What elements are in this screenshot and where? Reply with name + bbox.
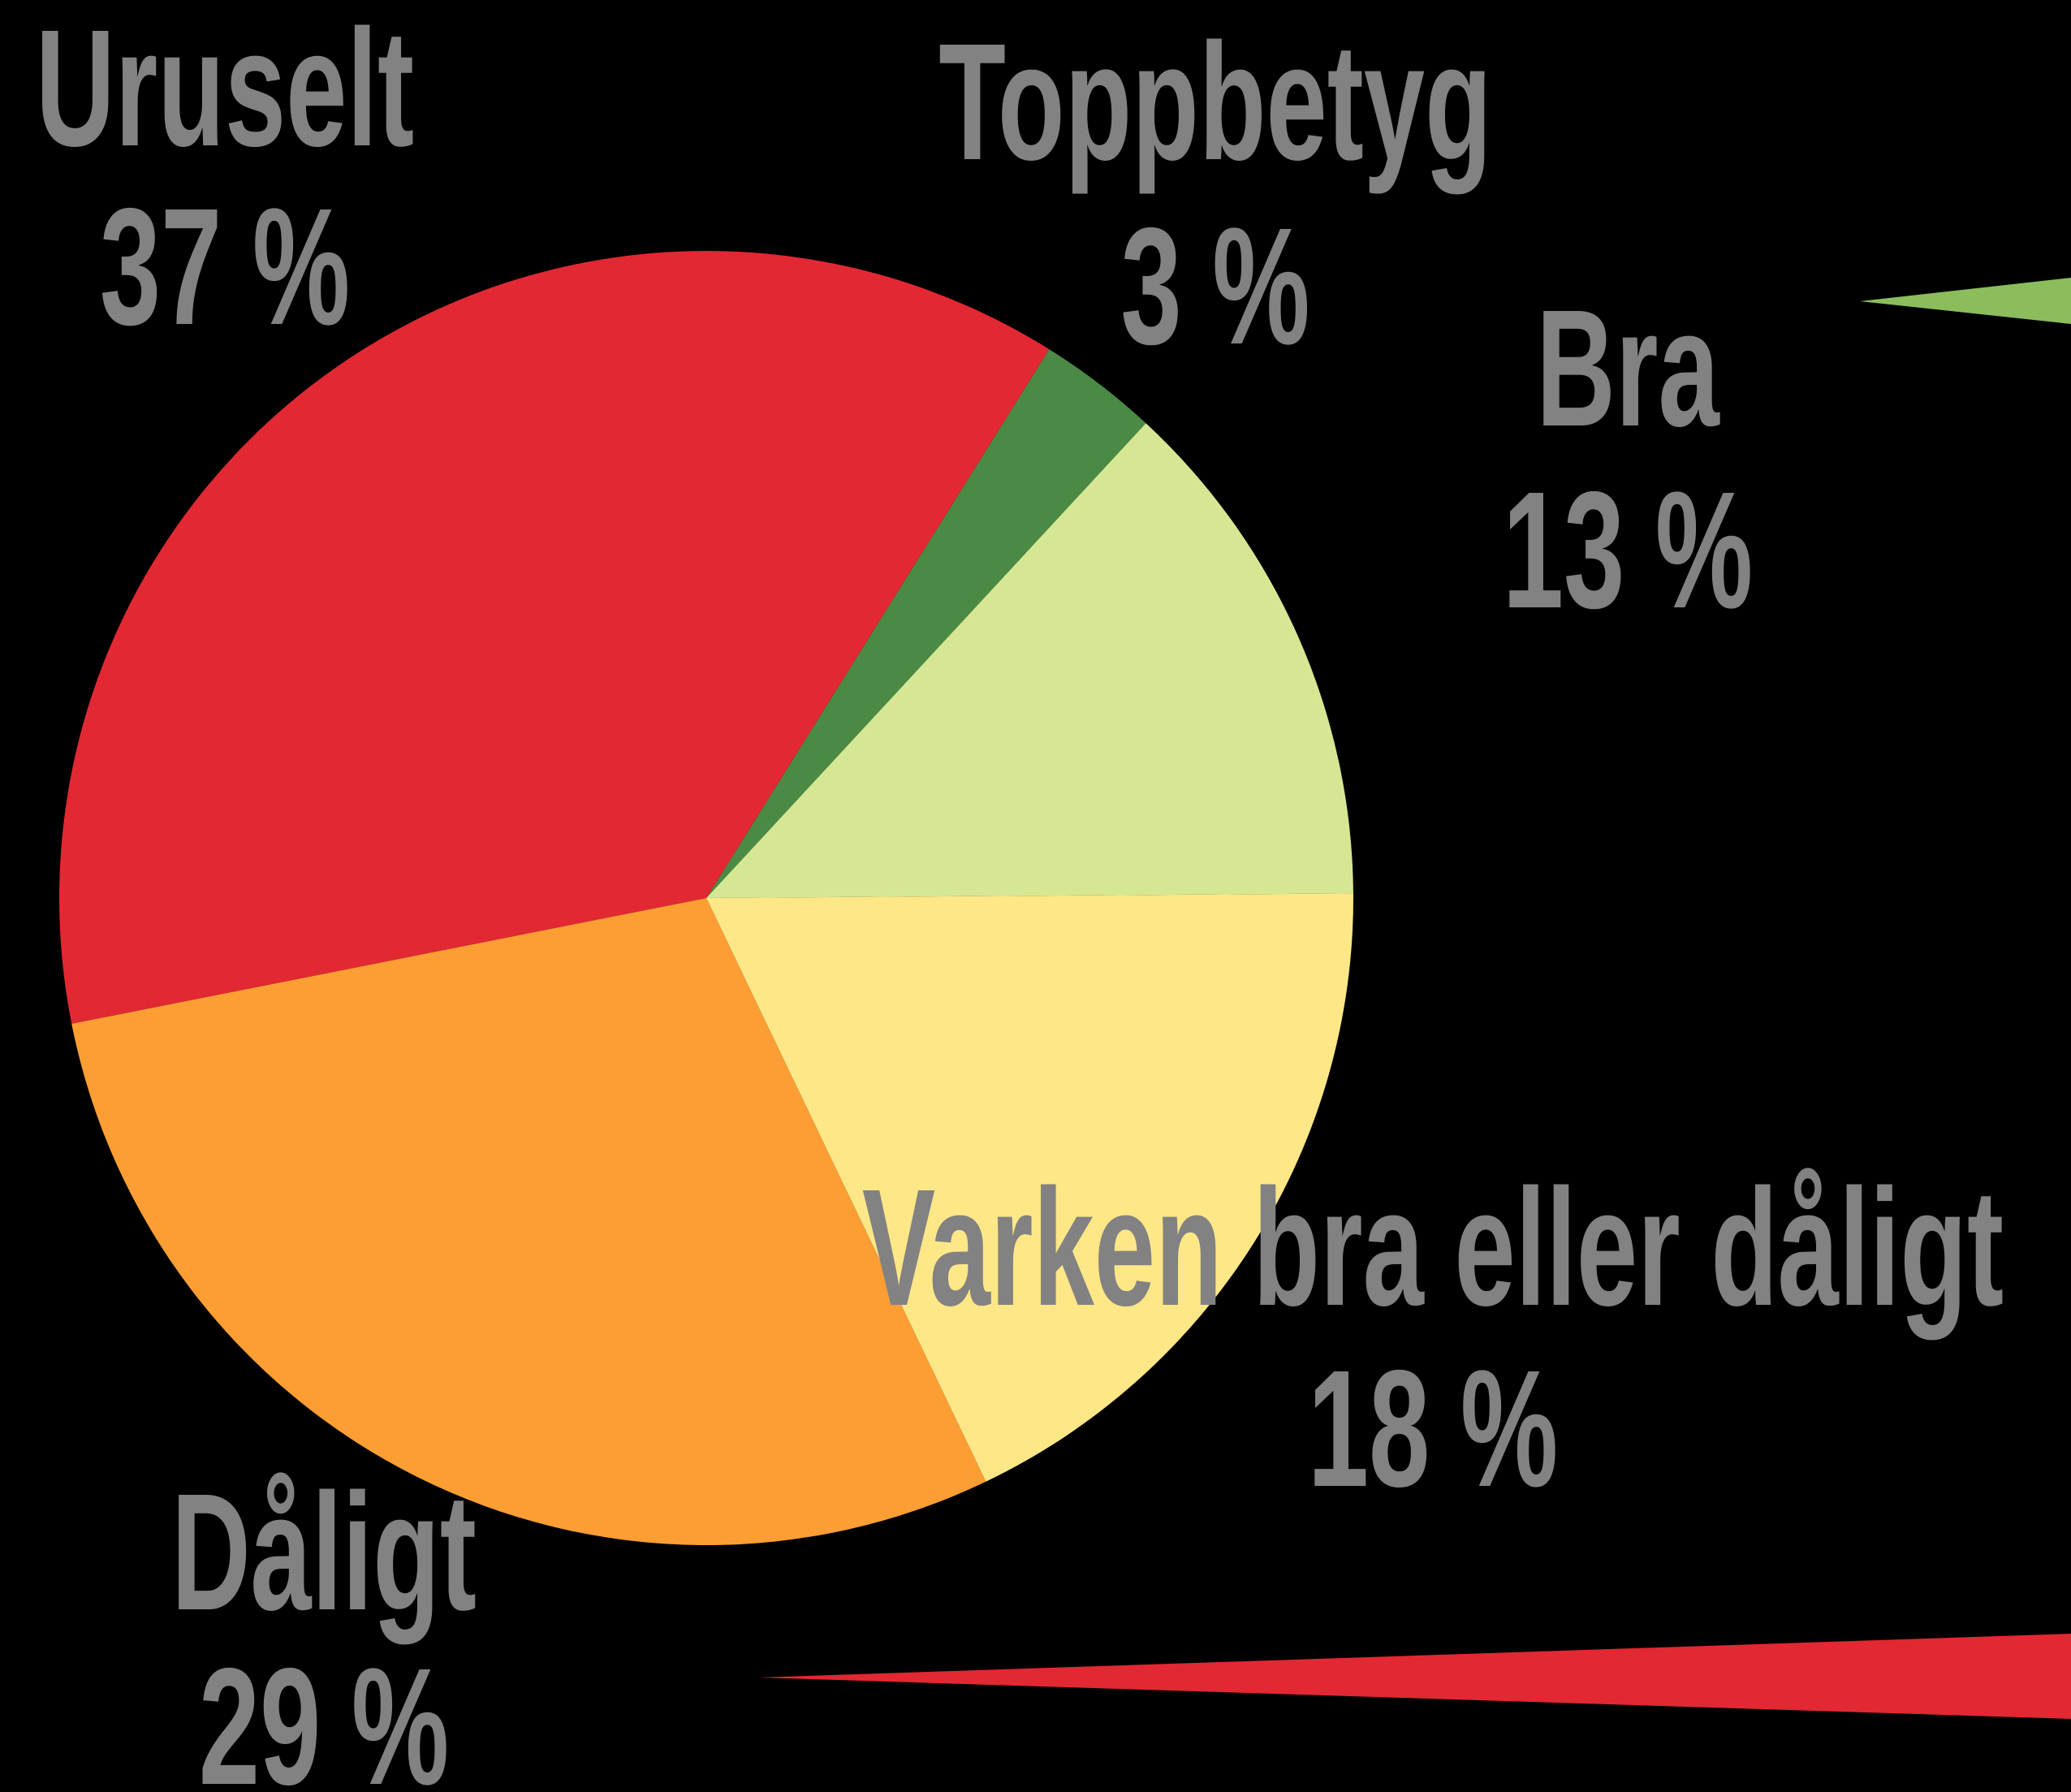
category-label: Bra [1536,275,1720,461]
decor-wedge [759,1634,2071,1719]
value-label: 3 % [1120,193,1309,379]
category-label: Varken bra eller dåligt [862,1155,2004,1341]
category-label: Dåligt [171,1459,477,1645]
value-label: 29 % [199,1634,449,1792]
value-label: 18 % [1308,1336,1558,1522]
category-label: Toppbetyg [938,9,1491,195]
pie-slice [706,349,1146,898]
pie-slice [706,423,1353,898]
value-label: 37 % [100,174,350,360]
decor-wedge [1860,278,2071,324]
value-label: 13 % [1503,457,1753,643]
pie-slice [58,250,1050,1024]
pie-slice [706,893,1353,1482]
pie-slice [71,898,986,1546]
category-label: Uruselt [36,0,414,181]
